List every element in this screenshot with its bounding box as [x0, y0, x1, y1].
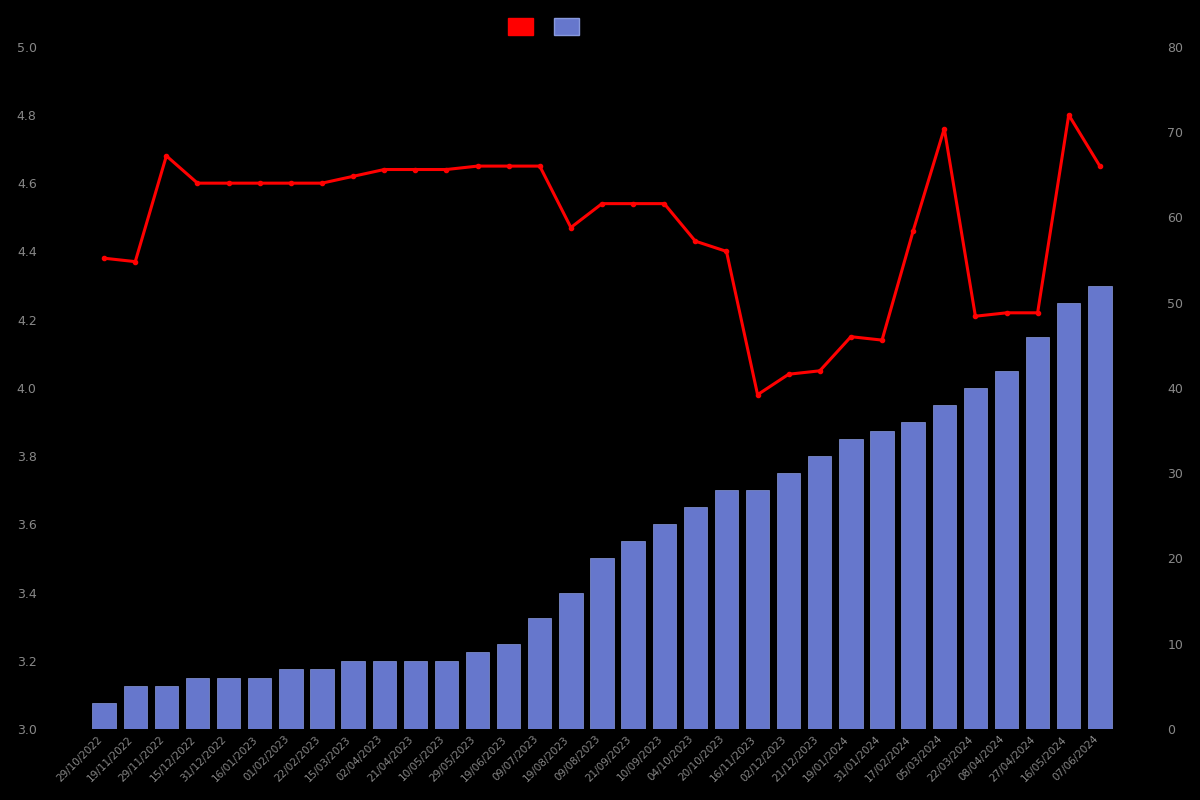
Bar: [653, 524, 676, 729]
Bar: [528, 618, 552, 729]
Bar: [280, 670, 302, 729]
Bar: [403, 661, 427, 729]
Bar: [559, 593, 582, 729]
Bar: [92, 703, 116, 729]
Bar: [964, 388, 988, 729]
Bar: [901, 422, 925, 729]
Bar: [1026, 337, 1049, 729]
Bar: [124, 686, 146, 729]
Bar: [778, 473, 800, 729]
Bar: [870, 430, 894, 729]
Bar: [808, 456, 832, 729]
Bar: [217, 678, 240, 729]
Bar: [995, 371, 1018, 729]
Bar: [372, 661, 396, 729]
Bar: [155, 686, 178, 729]
Bar: [342, 661, 365, 729]
Bar: [186, 678, 209, 729]
Bar: [466, 652, 490, 729]
Bar: [434, 661, 458, 729]
Bar: [622, 542, 644, 729]
Bar: [839, 439, 863, 729]
Bar: [746, 490, 769, 729]
Bar: [1057, 302, 1080, 729]
Bar: [248, 678, 271, 729]
Bar: [715, 490, 738, 729]
Bar: [497, 644, 521, 729]
Bar: [311, 670, 334, 729]
Legend: , : ,: [503, 13, 589, 41]
Bar: [1088, 286, 1111, 729]
Bar: [590, 558, 613, 729]
Bar: [932, 405, 956, 729]
Bar: [684, 507, 707, 729]
